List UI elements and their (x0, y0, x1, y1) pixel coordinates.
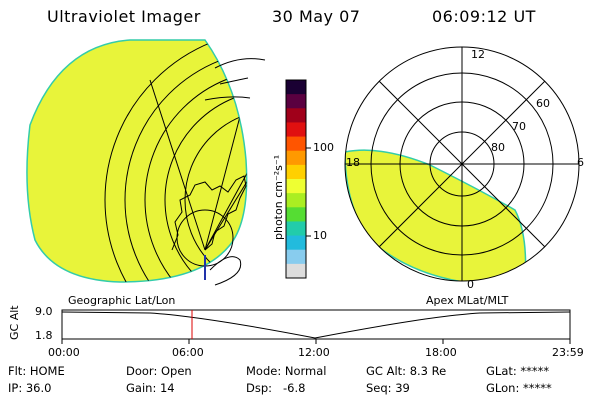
colorbar-segment (286, 249, 306, 265)
colorbar-segment (286, 221, 306, 237)
colorbar-segment (286, 94, 306, 109)
colorbar-tick-100: 100 (313, 141, 334, 154)
mlat-label-80: 80 (491, 141, 505, 154)
mlat-label-60: 60 (536, 97, 550, 110)
colorbar-segment (286, 122, 306, 138)
mlt-label-top: 12 (471, 48, 485, 61)
status-door: Door: Open (126, 364, 192, 378)
magnetic-panel-label: Apex MLat/MLT (426, 294, 509, 307)
instrument-title: Ultraviolet Imager (47, 7, 201, 26)
status-ip: IP: 36.0 (8, 381, 52, 395)
mlt-label-right: 6 (577, 156, 584, 169)
geographic-auroral-fill (26, 39, 248, 283)
colorbar-tick-10: 10 (313, 229, 327, 242)
colorbar-segment (286, 207, 306, 222)
geographic-image (26, 39, 266, 286)
altitude-plot (61, 309, 571, 344)
time-tick-0600: 06:00 (172, 346, 204, 359)
colorbar-segment (286, 150, 306, 166)
status-gain: Gain: 14 (126, 381, 175, 395)
geographic-grid (104, 40, 247, 282)
altitude-ymax: 9.0 (35, 305, 53, 318)
altitude-ylabel: GC Alt (8, 305, 21, 340)
image-time: 06:09:12 UT (432, 7, 536, 26)
mlt-label-left: 18 (346, 156, 360, 169)
image-date: 30 May 07 (272, 7, 361, 26)
time-tick-0000: 00:00 (48, 346, 80, 359)
status-glon: GLon: ***** (486, 381, 552, 395)
status-glat: GLat: ***** (486, 364, 550, 378)
coastline (171, 175, 247, 251)
mlt-label-bottom: 0 (467, 278, 474, 291)
colorbar-segment (286, 136, 306, 152)
colorbar-segment (286, 235, 306, 251)
time-tick-1200: 12:00 (298, 346, 330, 359)
colorbar-segment (286, 193, 306, 208)
status-flight: Flt: HOME (8, 364, 65, 378)
colorbar-segment (286, 263, 306, 279)
status-dsp: Dsp: -6.8 (246, 381, 306, 395)
time-tick-1800: 18:00 (425, 346, 457, 359)
colorbar-segment (286, 80, 306, 95)
color-scale-bar (286, 80, 306, 279)
colorbar-segment (286, 179, 306, 194)
mlat-label-70: 70 (512, 120, 526, 133)
status-mode: Mode: Normal (246, 364, 327, 378)
status-gc-altitude: GC Alt: 8.3 Re (366, 364, 447, 378)
altitude-curve (61, 311, 571, 339)
polar-grid (344, 46, 580, 282)
time-tick-2359: 23:59 (552, 346, 584, 359)
colorbar-segment (286, 108, 306, 123)
geographic-panel-label: Geographic Lat/Lon (68, 294, 176, 307)
altitude-ymin: 1.8 (35, 329, 53, 342)
status-sequence: Seq: 39 (366, 381, 410, 395)
colorbar-segment (286, 164, 306, 180)
colorbar-unit-label: photon cm⁻²s⁻¹ (272, 154, 285, 240)
magnetic-polar-plot (344, 46, 580, 282)
